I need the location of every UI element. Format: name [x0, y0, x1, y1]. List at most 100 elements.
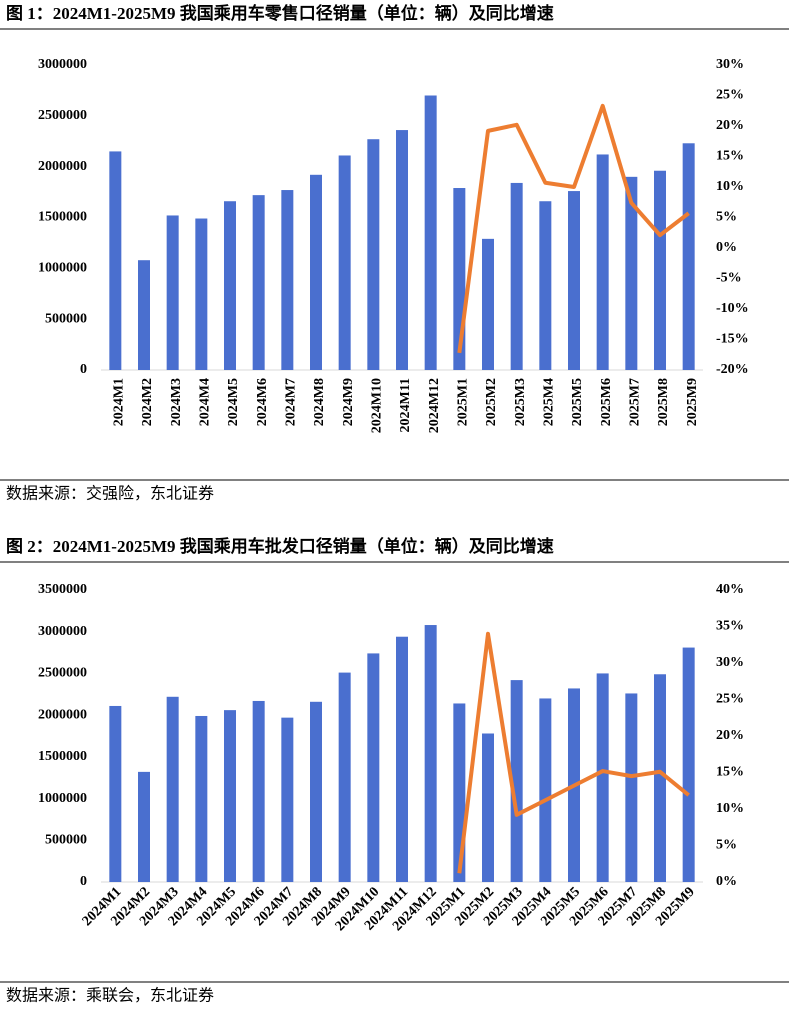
x-tick-label: 2025M1: [456, 378, 471, 426]
line: [457, 103, 690, 354]
source-note: 数据来源：乘联会，东北证券: [6, 987, 214, 1005]
bar: [166, 696, 179, 882]
x-tick-label: 2025M3: [513, 378, 528, 426]
x-tick-label: 2024M10: [370, 378, 385, 433]
y2-tick-label: 5%: [716, 838, 737, 853]
bar: [138, 260, 150, 370]
chart-title: 图 1：2024M1-2025M9 我国乘用车零售口径销量（单位：辆）及同比增速: [6, 3, 554, 23]
y2-tick-label: 30%: [716, 57, 744, 72]
y-tick-label: 3000000: [38, 624, 87, 639]
x-tick-label: 2024M5: [226, 378, 241, 426]
x-tick-label: 2025M5: [570, 378, 585, 426]
bar: [367, 139, 380, 370]
y-tick-label: 1500000: [38, 749, 87, 764]
y2-tick-label: 0%: [716, 874, 737, 889]
x-tick-label: 2025M7: [628, 378, 643, 426]
x-tick-label: 2024M11: [398, 378, 413, 432]
bar: [281, 717, 294, 882]
y-tick-label: 2500000: [38, 666, 87, 681]
y2-tick-label: 35%: [716, 619, 744, 634]
y-tick-label: 3500000: [38, 582, 87, 597]
bar: [252, 700, 265, 882]
source-note: 数据来源：交强险，东北证券: [6, 485, 214, 503]
y-tick-label: 500000: [45, 311, 87, 326]
x-tick-label: 2024M9: [341, 378, 356, 426]
y2-tick-label: -10%: [716, 301, 749, 316]
bar: [510, 182, 523, 370]
y2-tick-label: 30%: [716, 655, 744, 670]
bar: [310, 174, 322, 370]
x-tick-label: 2024M8: [312, 378, 327, 426]
y-tick-label: 3000000: [38, 57, 87, 72]
y2-tick-label: 10%: [716, 801, 744, 816]
bar: [138, 771, 150, 882]
x-tick-label: 2025M9: [685, 378, 700, 426]
y2-tick-label: 10%: [716, 179, 744, 194]
y2-tick-label: 20%: [716, 118, 744, 133]
bar: [396, 130, 408, 370]
bar: [510, 680, 523, 882]
bar: [596, 154, 609, 370]
bar: [568, 191, 580, 370]
x-tick-label: 2025M4: [542, 378, 557, 426]
y-tick-label: 1000000: [38, 791, 87, 806]
y2-tick-label: 15%: [716, 765, 744, 780]
bar: [166, 215, 179, 370]
x-tick-label: 2025M2: [484, 378, 499, 426]
bar: [482, 733, 494, 882]
bar: [625, 693, 638, 882]
bar: [195, 715, 208, 882]
x-tick-label: 2024M1: [112, 378, 127, 426]
bar: [424, 95, 437, 370]
bar: [367, 653, 380, 882]
bar: [281, 190, 294, 370]
y2-tick-label: -15%: [716, 332, 749, 347]
x-tick-label: 2024M7: [284, 378, 299, 426]
y2-tick-label: -5%: [716, 271, 742, 286]
y2-tick-label: 25%: [716, 88, 744, 103]
bar: [109, 705, 122, 882]
bar: [424, 625, 437, 882]
bar: [224, 710, 236, 882]
bar: [396, 636, 408, 882]
bar: [539, 698, 552, 882]
y2-tick-label: -20%: [716, 362, 749, 377]
y2-tick-label: 40%: [716, 582, 744, 597]
bar: [338, 155, 351, 370]
line: [457, 631, 690, 874]
x-tick-label: 2024M2: [140, 378, 155, 426]
x-tick-label: 2025M8: [656, 378, 671, 426]
x-tick-label: 2024M4: [198, 378, 213, 426]
x-tick-label: 2024M6: [255, 378, 270, 426]
bar: [682, 647, 695, 882]
bar: [654, 170, 666, 370]
y2-tick-label: 0%: [716, 240, 737, 255]
bar: [625, 176, 638, 370]
y-tick-label: 2000000: [38, 707, 87, 722]
bar: [482, 238, 494, 370]
y-tick-label: 2500000: [38, 108, 87, 123]
y2-tick-label: 20%: [716, 728, 744, 743]
bar: [195, 218, 208, 370]
bar: [338, 672, 351, 882]
y-tick-label: 2000000: [38, 159, 87, 174]
y2-tick-label: 5%: [716, 210, 737, 225]
y-tick-label: 0: [80, 362, 87, 377]
x-tick-label: 2025M6: [599, 378, 614, 426]
bar: [252, 195, 265, 370]
y-tick-label: 1000000: [38, 261, 87, 276]
bar: [539, 201, 552, 370]
x-tick-label: 2024M12: [427, 378, 442, 433]
y2-tick-label: 25%: [716, 692, 744, 707]
bar: [654, 674, 666, 882]
bar: [310, 701, 322, 882]
bar: [109, 151, 122, 370]
bar: [453, 703, 466, 882]
y-tick-label: 500000: [45, 833, 87, 848]
y2-tick-label: 15%: [716, 149, 744, 164]
y-tick-label: 0: [80, 874, 87, 889]
bar: [224, 201, 236, 370]
x-tick-label: 2024M3: [169, 378, 184, 426]
y-tick-label: 1500000: [38, 210, 87, 225]
